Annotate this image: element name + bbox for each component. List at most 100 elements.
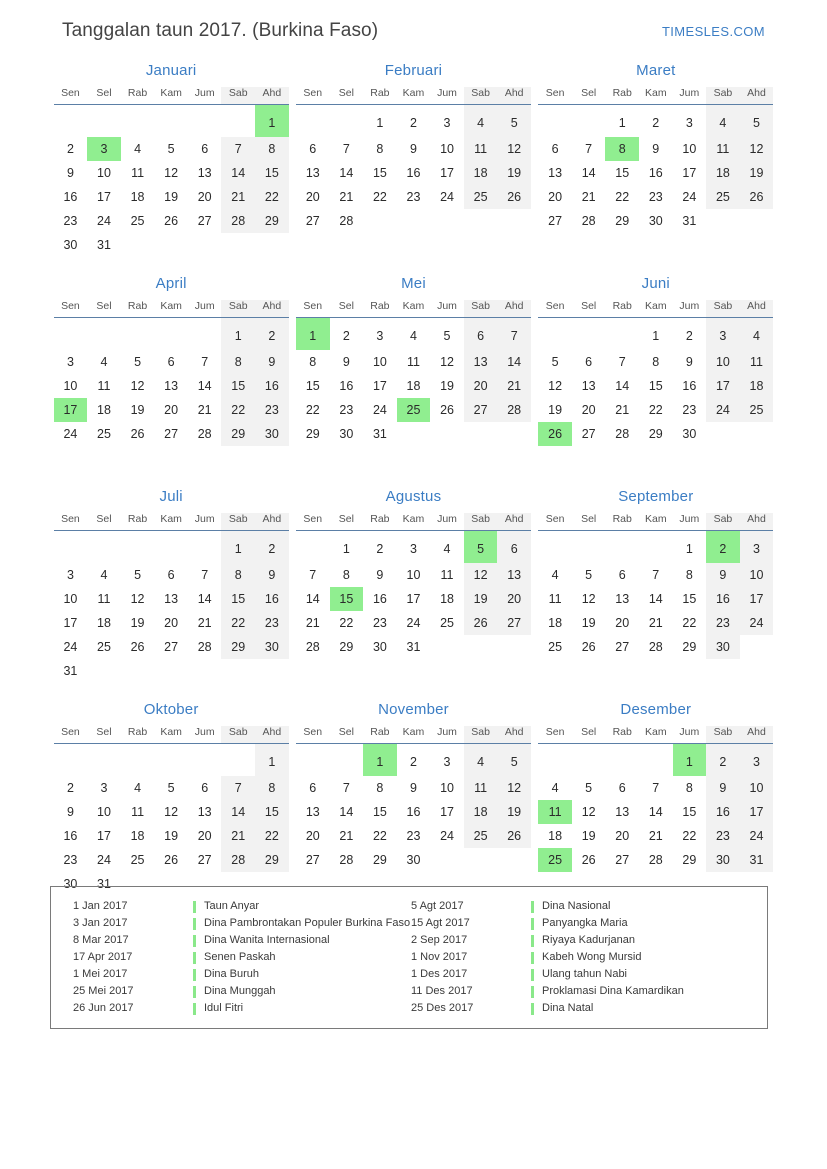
- day-cell[interactable]: 27: [497, 611, 531, 635]
- day-cell[interactable]: 12: [130, 379, 145, 393]
- day-cell[interactable]: 23: [706, 824, 740, 848]
- holiday-day-cell[interactable]: 11: [538, 800, 572, 824]
- day-cell[interactable]: 3: [409, 542, 417, 556]
- day-cell[interactable]: 24: [406, 616, 421, 630]
- day-cell[interactable]: 6: [201, 142, 209, 156]
- day-cell[interactable]: 15: [648, 379, 663, 393]
- day-cell[interactable]: 26: [739, 185, 774, 209]
- day-cell[interactable]: 24: [372, 403, 387, 417]
- day-cell[interactable]: 12: [463, 563, 498, 587]
- day-cell[interactable]: 15: [372, 166, 387, 180]
- day-cell[interactable]: 27: [615, 853, 630, 867]
- day-cell[interactable]: 28: [197, 427, 212, 441]
- day-cell[interactable]: 13: [305, 166, 320, 180]
- day-cell[interactable]: 6: [551, 142, 559, 156]
- day-cell[interactable]: 29: [615, 214, 630, 228]
- day-cell[interactable]: 2: [66, 781, 74, 795]
- day-cell[interactable]: 14: [339, 805, 354, 819]
- day-cell[interactable]: 5: [497, 743, 531, 776]
- day-cell[interactable]: 25: [739, 398, 774, 422]
- day-cell[interactable]: 10: [406, 568, 421, 582]
- day-cell[interactable]: 30: [63, 877, 78, 891]
- day-cell[interactable]: 20: [305, 829, 320, 843]
- day-cell[interactable]: 3: [685, 116, 693, 130]
- day-cell[interactable]: 19: [581, 829, 596, 843]
- day-cell[interactable]: 7: [585, 142, 593, 156]
- day-cell[interactable]: 27: [305, 214, 320, 228]
- day-cell[interactable]: 18: [130, 829, 145, 843]
- day-cell[interactable]: 31: [97, 877, 111, 891]
- day-cell[interactable]: 26: [130, 427, 145, 441]
- day-cell[interactable]: 6: [167, 568, 175, 582]
- day-cell[interactable]: 13: [463, 350, 498, 374]
- day-cell[interactable]: 25: [463, 824, 498, 848]
- day-cell[interactable]: 18: [440, 592, 454, 606]
- day-cell[interactable]: 25: [130, 214, 145, 228]
- day-cell[interactable]: 14: [221, 800, 256, 824]
- day-cell[interactable]: 16: [63, 829, 78, 843]
- holiday-day-cell[interactable]: 25: [538, 848, 572, 872]
- day-cell[interactable]: 29: [255, 848, 289, 872]
- day-cell[interactable]: 3: [443, 755, 451, 769]
- day-cell[interactable]: 7: [342, 142, 350, 156]
- day-cell[interactable]: 31: [682, 214, 697, 228]
- day-cell[interactable]: 31: [372, 427, 387, 441]
- day-cell[interactable]: 23: [706, 611, 740, 635]
- day-cell[interactable]: 23: [63, 853, 78, 867]
- day-cell[interactable]: 16: [406, 805, 421, 819]
- day-cell[interactable]: 17: [440, 166, 454, 180]
- day-cell[interactable]: 22: [682, 829, 697, 843]
- day-cell[interactable]: 13: [197, 166, 212, 180]
- day-cell[interactable]: 6: [309, 142, 317, 156]
- holiday-day-cell[interactable]: 2: [706, 530, 740, 563]
- day-cell[interactable]: 7: [201, 355, 209, 369]
- day-cell[interactable]: 18: [739, 374, 774, 398]
- day-cell[interactable]: 16: [406, 166, 421, 180]
- day-cell[interactable]: 1: [255, 743, 289, 776]
- day-cell[interactable]: 5: [134, 355, 142, 369]
- day-cell[interactable]: 10: [440, 781, 454, 795]
- day-cell[interactable]: 9: [66, 805, 74, 819]
- day-cell[interactable]: 28: [339, 853, 354, 867]
- day-cell[interactable]: 8: [309, 355, 317, 369]
- day-cell[interactable]: 3: [66, 355, 74, 369]
- day-cell[interactable]: 17: [706, 374, 740, 398]
- day-cell[interactable]: 29: [682, 853, 697, 867]
- day-cell[interactable]: 14: [197, 592, 212, 606]
- day-cell[interactable]: 16: [682, 379, 697, 393]
- day-cell[interactable]: 19: [739, 161, 774, 185]
- day-cell[interactable]: 26: [497, 824, 531, 848]
- day-cell[interactable]: 26: [440, 403, 454, 417]
- day-cell[interactable]: 5: [585, 568, 593, 582]
- day-cell[interactable]: 26: [463, 611, 498, 635]
- day-cell[interactable]: 24: [440, 829, 454, 843]
- day-cell[interactable]: 11: [463, 137, 498, 161]
- day-cell[interactable]: 22: [305, 403, 320, 417]
- day-cell[interactable]: 8: [255, 776, 289, 800]
- day-cell[interactable]: 24: [682, 190, 697, 204]
- day-cell[interactable]: 25: [463, 185, 498, 209]
- day-cell[interactable]: 4: [551, 781, 559, 795]
- day-cell[interactable]: 19: [130, 403, 145, 417]
- day-cell[interactable]: 20: [197, 190, 212, 204]
- day-cell[interactable]: 24: [97, 214, 111, 228]
- day-cell[interactable]: 4: [134, 781, 142, 795]
- day-cell[interactable]: 10: [63, 379, 78, 393]
- day-cell[interactable]: 3: [66, 568, 74, 582]
- day-cell[interactable]: 2: [652, 116, 660, 130]
- day-cell[interactable]: 11: [131, 166, 145, 180]
- day-cell[interactable]: 1: [221, 530, 256, 563]
- day-cell[interactable]: 17: [406, 592, 421, 606]
- day-cell[interactable]: 28: [305, 640, 320, 654]
- day-cell[interactable]: 23: [682, 403, 697, 417]
- day-cell[interactable]: 26: [581, 853, 596, 867]
- day-cell[interactable]: 20: [164, 403, 179, 417]
- day-cell[interactable]: 22: [615, 190, 630, 204]
- day-cell[interactable]: 19: [497, 161, 531, 185]
- day-cell[interactable]: 24: [739, 824, 774, 848]
- day-cell[interactable]: 7: [221, 776, 256, 800]
- day-cell[interactable]: 30: [255, 422, 289, 446]
- day-cell[interactable]: 9: [652, 142, 660, 156]
- day-cell[interactable]: 19: [548, 403, 563, 417]
- day-cell[interactable]: 23: [63, 214, 78, 228]
